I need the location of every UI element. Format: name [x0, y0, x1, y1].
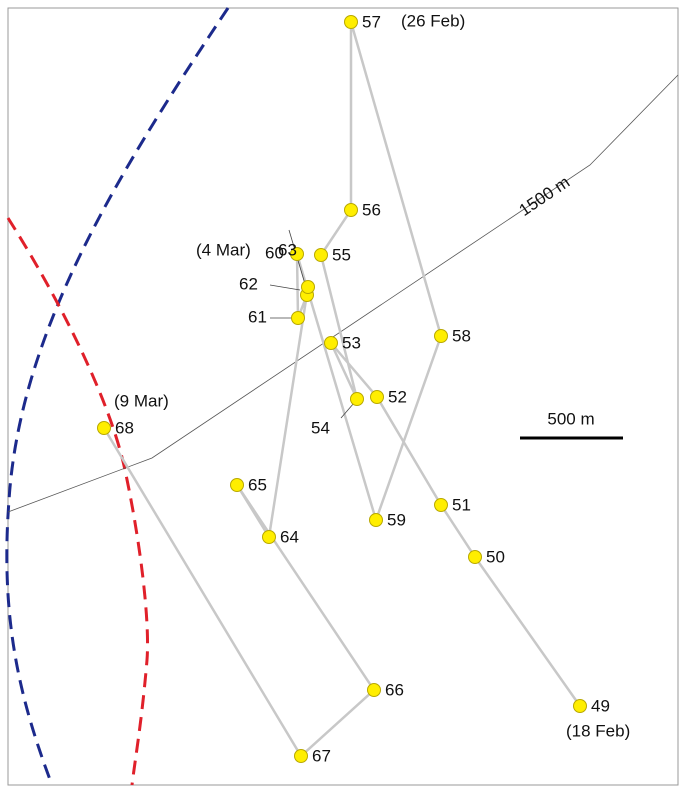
location-point — [573, 699, 587, 713]
location-point — [468, 550, 482, 564]
location-point — [434, 329, 448, 343]
leader-line — [269, 284, 301, 291]
frame — [7, 7, 679, 786]
point-label: 53 — [342, 333, 361, 352]
point-label: 54 — [311, 418, 330, 437]
date-label: (26 Feb) — [401, 11, 465, 30]
point-label: 67 — [312, 746, 331, 765]
location-point — [294, 749, 308, 763]
date-label: (9 Mar) — [114, 391, 169, 410]
points: 49 (18 Feb) 50 51 52 53 54 55 56 57 (26 Feb) 58 59 60… — [97, 11, 630, 765]
location-point — [290, 247, 304, 261]
point-label: 66 — [385, 680, 404, 699]
point-label: 50 — [486, 547, 505, 566]
blue-range-arc — [5, 7, 230, 786]
location-point — [344, 203, 358, 217]
scale-label: 500 m — [547, 409, 594, 428]
leader-line — [340, 402, 355, 419]
location-point — [314, 248, 328, 262]
location-point — [301, 280, 315, 294]
location-point — [262, 530, 276, 544]
location-point — [230, 478, 244, 492]
point-label: 60 — [265, 243, 284, 262]
location-point — [350, 392, 364, 406]
location-point — [291, 311, 305, 325]
point-label: 57 — [362, 12, 381, 31]
location-point — [370, 390, 384, 404]
point-label: 64 — [280, 527, 299, 546]
red-range-arc — [6, 217, 150, 786]
point-label: 51 — [452, 495, 471, 514]
point-label: 55 — [332, 245, 351, 264]
location-point — [367, 683, 381, 697]
contour-line — [7, 74, 679, 513]
location-point — [324, 336, 338, 350]
point-label: 58 — [452, 326, 471, 345]
point-label: 56 — [362, 200, 381, 219]
date-label: (4 Mar) — [196, 240, 251, 259]
point-label: 61 — [248, 307, 267, 326]
point-label: 65 — [248, 475, 267, 494]
location-point — [369, 513, 383, 527]
point-label: 59 — [387, 510, 406, 529]
point-label: 52 — [388, 387, 407, 406]
location-point — [97, 421, 111, 435]
point-label: 63 — [278, 240, 297, 259]
point-label: 49 — [591, 696, 610, 715]
location-point — [434, 498, 448, 512]
date-label: (18 Feb) — [566, 721, 630, 740]
location-point — [344, 15, 358, 29]
point-label: 68 — [115, 418, 134, 437]
track-line — [102, 21, 582, 758]
point-label: 62 — [239, 274, 258, 293]
